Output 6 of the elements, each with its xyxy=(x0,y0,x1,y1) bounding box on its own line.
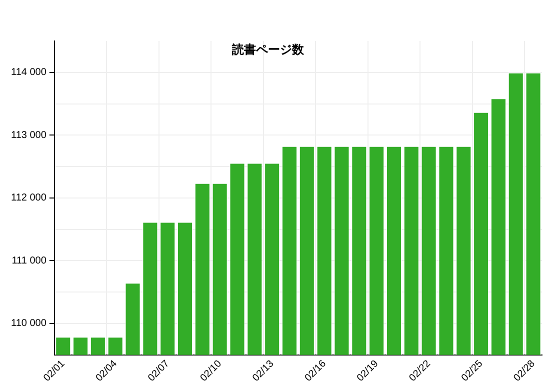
chart-title: 読書ページ数 xyxy=(231,42,306,56)
y-tick-label: 113 000 xyxy=(11,130,47,141)
y-tick-label: 110 000 xyxy=(11,318,47,330)
y-tick-label: 112 000 xyxy=(11,192,47,204)
y-tick-label: 114 000 xyxy=(11,67,47,78)
y-tick-label: 111 000 xyxy=(12,255,47,266)
